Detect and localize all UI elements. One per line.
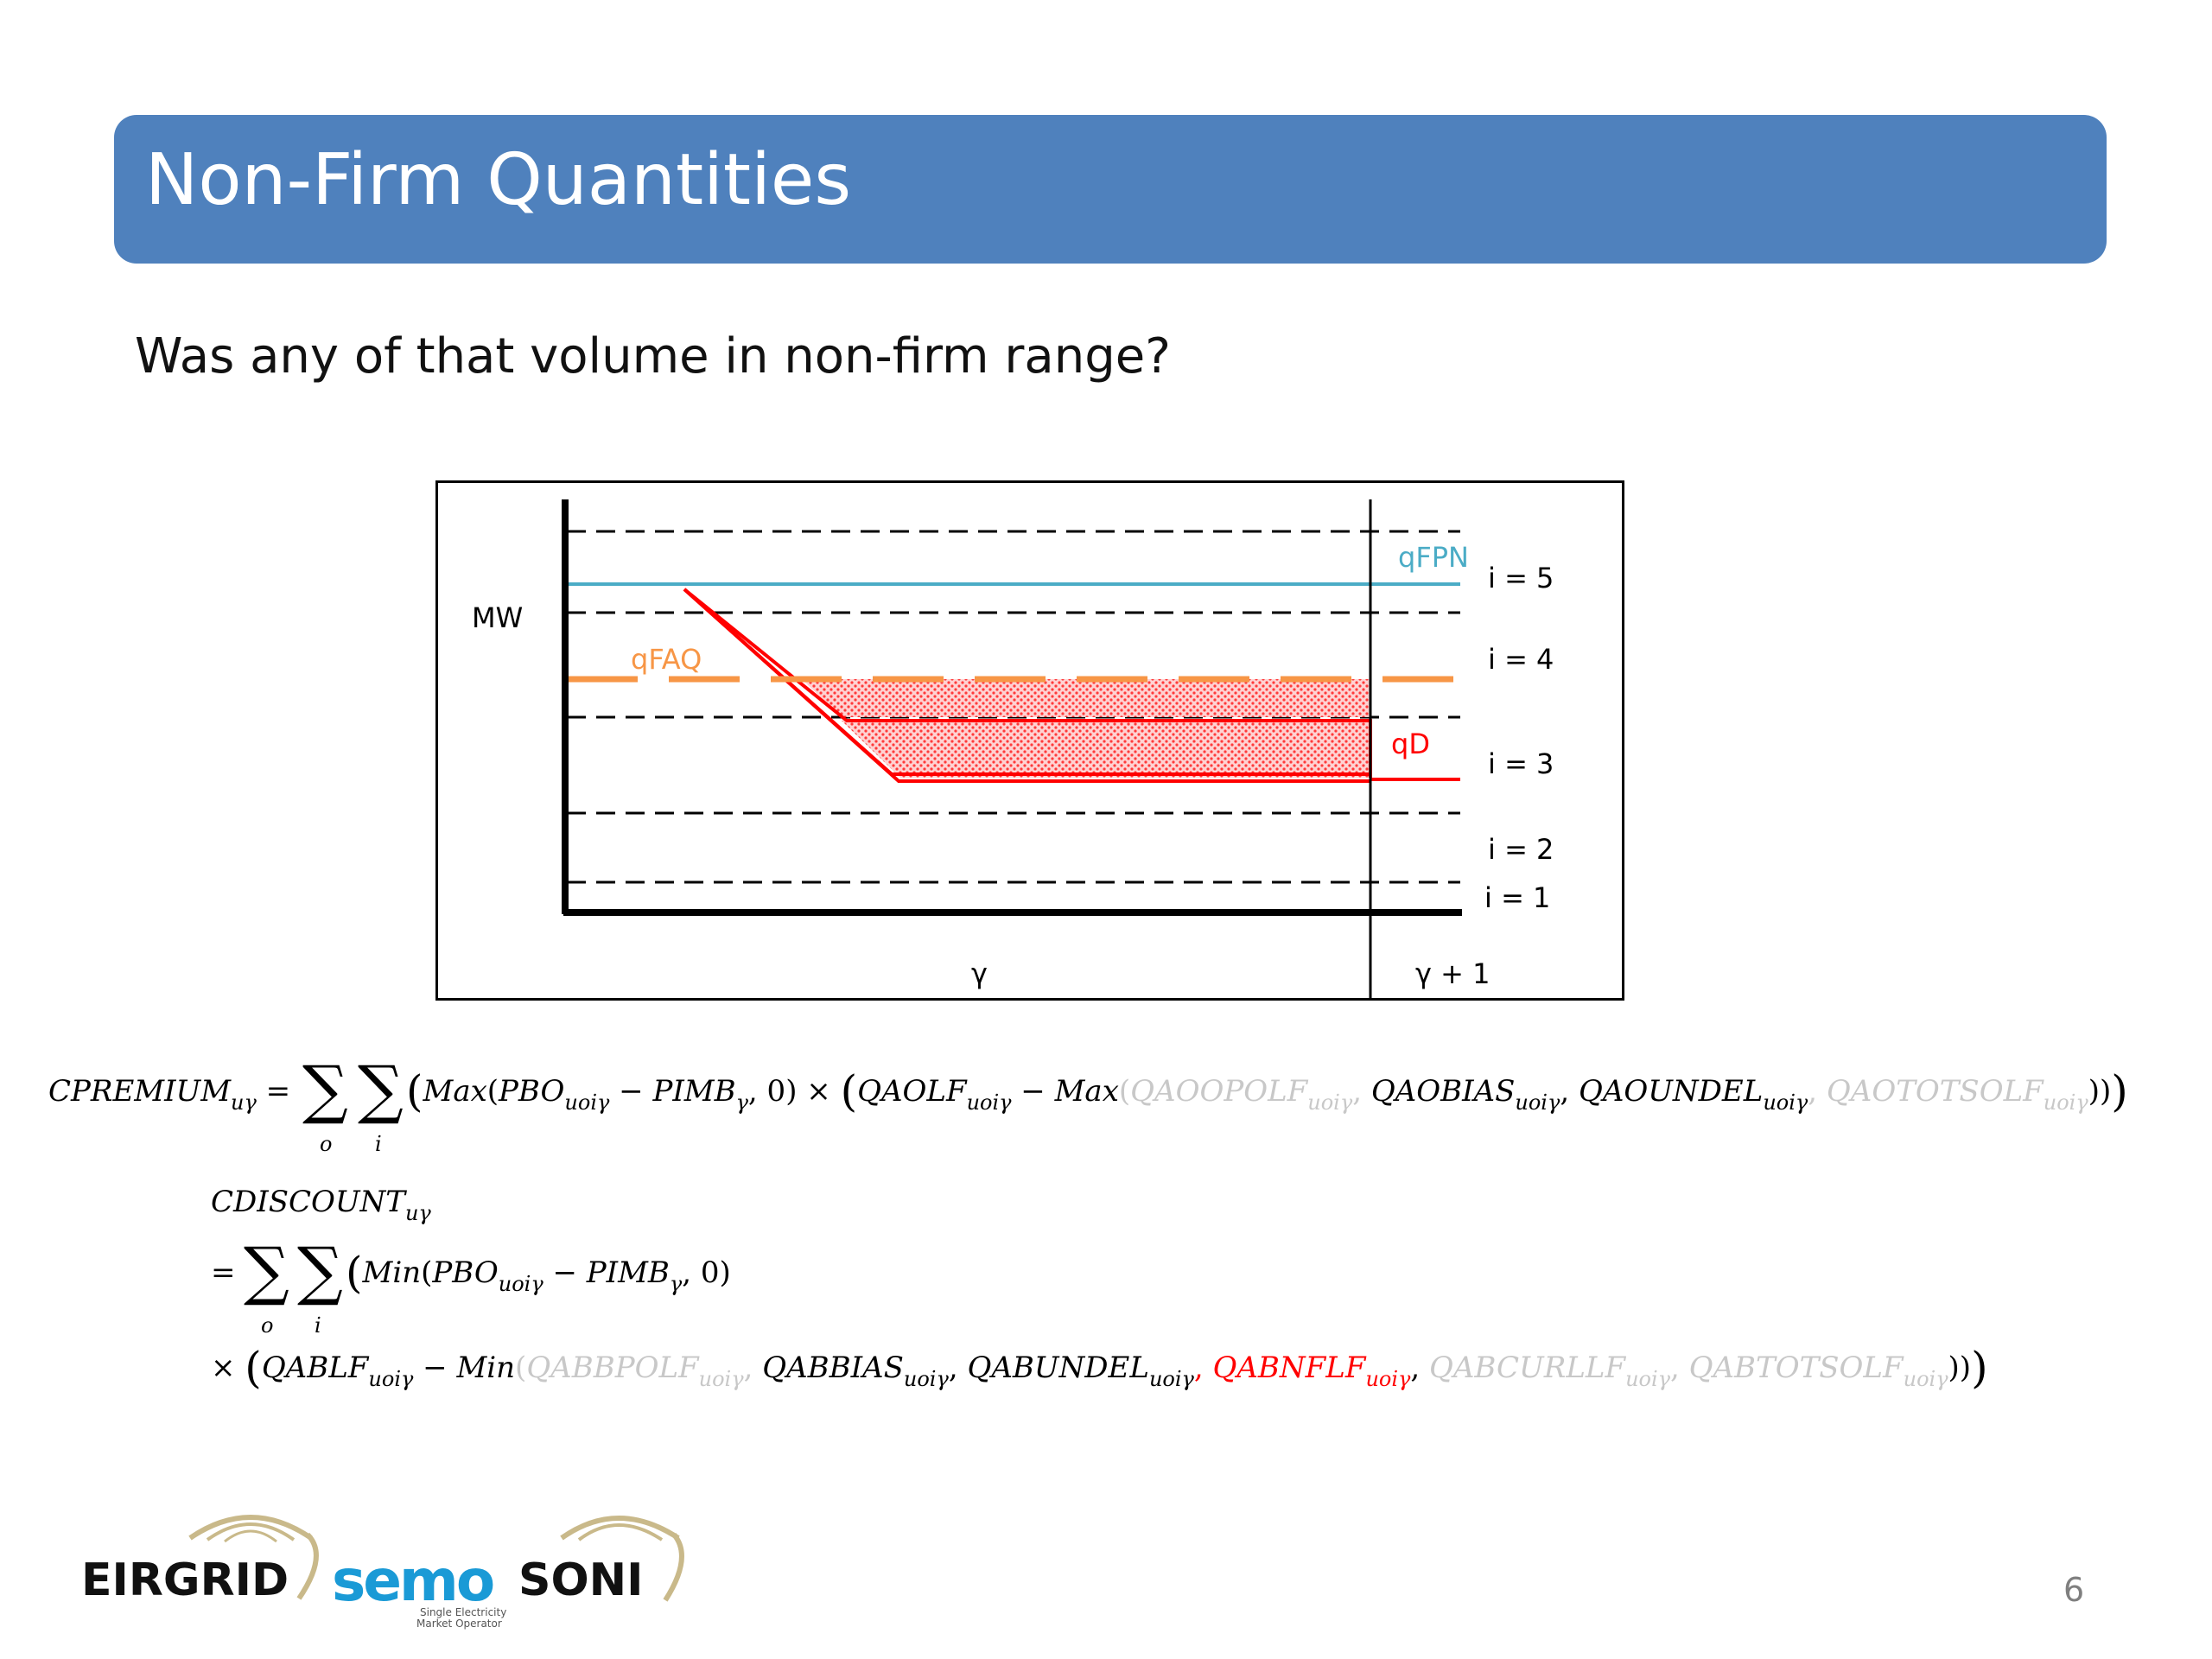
x-label-gamma: γ — [971, 957, 988, 990]
formula1-sum-i-index: i — [375, 1132, 382, 1156]
band-label-5: i = 5 — [1488, 562, 1554, 594]
svg-text:SONI: SONI — [518, 1554, 644, 1606]
formula1: CPREMIUMuγ = — [48, 1074, 290, 1115]
qD-label: qD — [1391, 728, 1430, 760]
non-firm-diagram: MW qFAQ qFPN qD i = 5 i = 4 i = 3 i = 2 … — [435, 480, 1624, 1001]
svg-text:Single Electricity: Single Electricity — [420, 1606, 506, 1618]
band-label-2: i = 2 — [1488, 833, 1554, 866]
logo-row: EIRGRID semo Single Electricity Market O… — [81, 1515, 684, 1630]
page-number: 6 — [2063, 1571, 2085, 1609]
y-axis-label: MW — [472, 601, 523, 634]
title-bar: Non-Firm Quantities — [114, 115, 2107, 264]
slide-subtitle: Was any of that volume in non-firm range… — [135, 328, 1171, 385]
qD-line-mid — [683, 588, 1370, 776]
band-label-4: i = 4 — [1488, 643, 1554, 676]
formula2-sum-o-index: o — [261, 1313, 273, 1338]
formula2-line3: × (QABLFuoiγ − Min(QABBPOLFuoiγ, QABBIAS… — [211, 1343, 1988, 1393]
formula1-sigma-o: ∑ — [302, 1054, 348, 1127]
formula2-lhs: CDISCOUNTuγ — [211, 1185, 431, 1225]
svg-text:semo: semo — [332, 1548, 493, 1614]
eirgrid-logo: EIRGRID — [81, 1515, 319, 1606]
slide-title: Non-Firm Quantities — [145, 139, 852, 221]
soni-logo: SONI — [518, 1516, 684, 1606]
hatch-region-upper — [802, 679, 1370, 717]
hatch-region-lower — [842, 721, 1370, 778]
qFAQ-label: qFAQ — [631, 643, 702, 676]
formula2-sigma-o: ∑ — [244, 1234, 289, 1308]
formula1-body: (Max(PBOuoiγ − PIMBγ, 0) × (QAOLFuoiγ − … — [406, 1066, 2128, 1116]
semo-logo: semo Single Electricity Market Operator — [332, 1548, 506, 1630]
formula2-sigma-i: ∑ — [297, 1234, 343, 1308]
qFPN-label: qFPN — [1398, 541, 1469, 574]
formula1-sigma-i: ∑ — [358, 1054, 404, 1127]
band-label-3: i = 3 — [1488, 747, 1554, 780]
x-label-gamma-plus-1: γ + 1 — [1415, 957, 1490, 990]
formula2-sum-i-index: i — [315, 1313, 321, 1338]
formula2-line2: (Min(PBOuoiγ − PIMBγ, 0) — [346, 1248, 731, 1298]
band-label-1: i = 1 — [1484, 881, 1550, 914]
svg-text:Market Operator: Market Operator — [416, 1618, 502, 1630]
formula1-sum-o-index: o — [320, 1132, 332, 1156]
formula-block: CPREMIUMuγ = ∑ ∑ o i (Max(PBOuoiγ − PIMB… — [48, 1054, 2128, 1393]
formula2-equals: = — [211, 1255, 236, 1290]
svg-text:EIRGRID: EIRGRID — [81, 1554, 289, 1606]
